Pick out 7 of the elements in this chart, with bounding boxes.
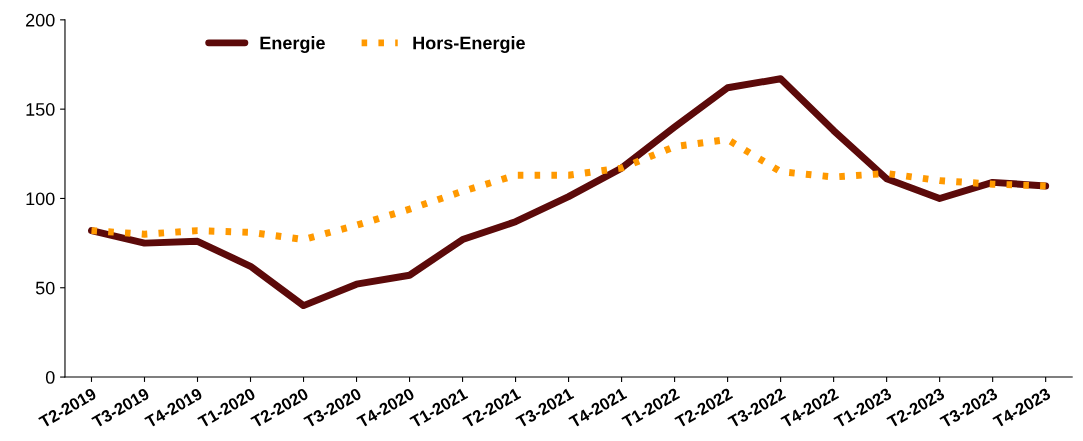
y-tick-label: 150 [26, 103, 55, 116]
y-tick-label: 0 [45, 370, 55, 384]
legend-label: Hors-Energie [413, 36, 525, 54]
y-tick-label: 200 [26, 13, 55, 27]
y-tick-label: 100 [26, 192, 55, 206]
y-tick-label: 50 [35, 281, 55, 295]
legend-label: Energie [260, 36, 325, 54]
